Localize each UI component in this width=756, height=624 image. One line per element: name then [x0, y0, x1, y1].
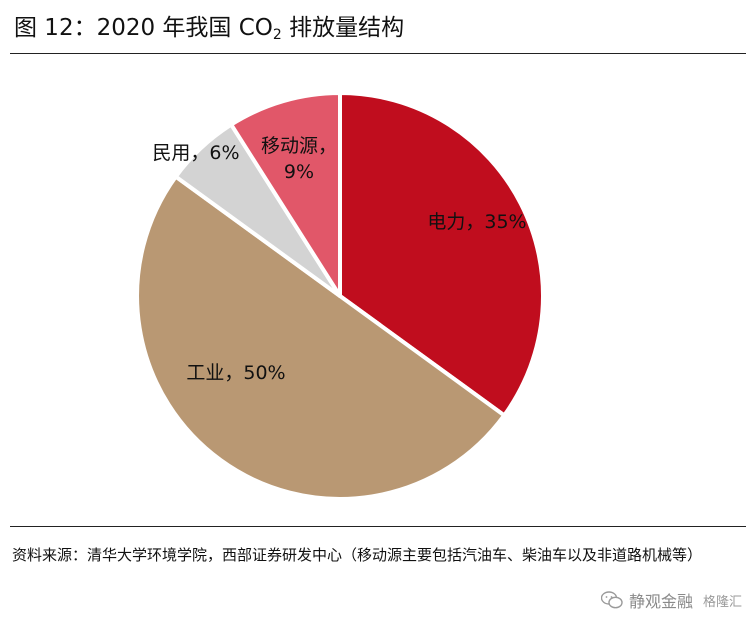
slice-label-4: 移动源， [261, 135, 337, 157]
slice-label-4-line2: 9% [284, 161, 314, 183]
watermark-sub: 格隆汇 [702, 594, 742, 610]
slice-label-3: 民用，6% [152, 142, 239, 164]
pie-chart: 电力，35% 工业，50% 民用，6% 移动源， 9% [135, 91, 545, 501]
title-subscript: 2 [272, 27, 282, 43]
top-rule [10, 53, 746, 54]
bottom-rule [10, 526, 746, 527]
watermark-brand: 静观金融 [628, 592, 693, 611]
slice-label-2: 工业，50% [186, 362, 285, 384]
pie-slice-2 [135, 174, 507, 501]
title-tail: 排放量结构 [281, 15, 405, 41]
title-main: 图 12：2020 年我国 CO [14, 15, 273, 41]
watermark: 静观金融 格隆汇 [600, 588, 742, 612]
wechat-icon [600, 591, 623, 609]
source-note: 资料来源：清华大学环境学院，西部证券研发中心（移动源主要包括汽油车、柴油车以及非… [12, 546, 703, 564]
pie-slice-1 [338, 91, 545, 418]
pie-slice-4 [229, 91, 342, 298]
page-title: 图 12：2020 年我国 CO2 排放量结构 [14, 10, 404, 46]
slice-label-1: 电力，35% [427, 211, 526, 233]
